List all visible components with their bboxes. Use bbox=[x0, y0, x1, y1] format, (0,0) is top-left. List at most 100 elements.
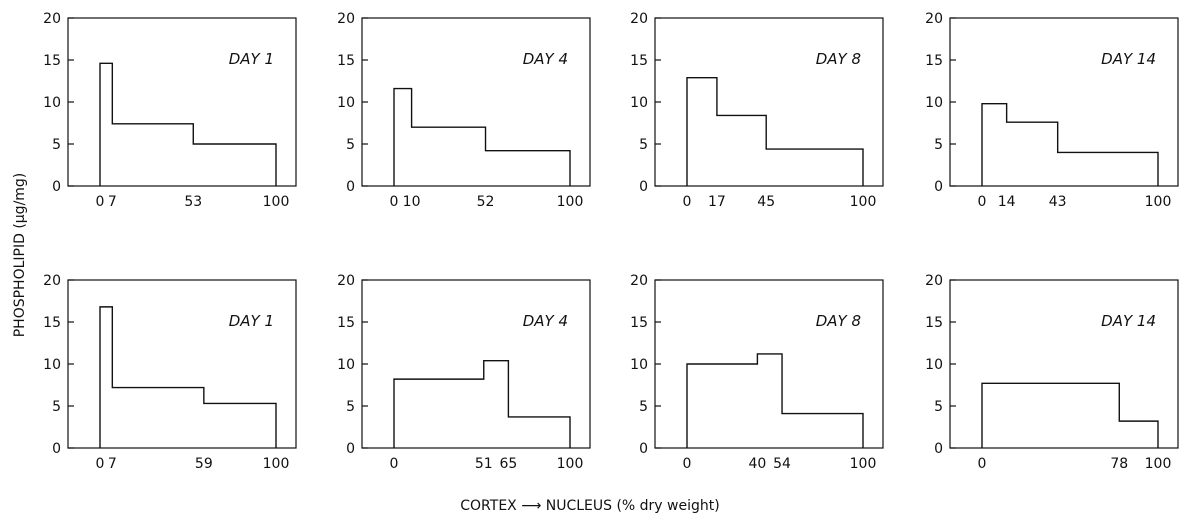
x-axis-title: CORTEX ⟶ NUCLEUS (% dry weight) bbox=[460, 498, 719, 514]
y-tick-label: 10 bbox=[925, 95, 943, 111]
bar-segment-1 bbox=[687, 78, 717, 186]
x-tick-label: 59 bbox=[195, 456, 213, 472]
bar-segment-1 bbox=[394, 379, 484, 448]
bar-segment-2 bbox=[717, 115, 766, 186]
x-tick-label: 100 bbox=[850, 194, 877, 210]
x-tick-label: 0 bbox=[683, 194, 692, 210]
panel-top-3: 0 5 10 15 20 0 17 45 100 DAY 8 bbox=[630, 11, 884, 210]
panel-title: DAY 14 bbox=[1101, 312, 1156, 330]
x-tick-label: 40 bbox=[748, 456, 766, 472]
bar-segment-2 bbox=[112, 124, 193, 186]
panel-frame bbox=[361, 17, 591, 187]
bar-segment-2 bbox=[1007, 122, 1058, 186]
bar-segment-3 bbox=[1058, 152, 1158, 186]
panel-title: DAY 8 bbox=[816, 50, 861, 68]
y-tick-label: 10 bbox=[630, 95, 648, 111]
y-tick-label: 0 bbox=[639, 179, 648, 195]
x-tick-label: 53 bbox=[184, 194, 202, 210]
bar-segment-1 bbox=[100, 63, 112, 186]
y-tick-label: 15 bbox=[630, 315, 648, 331]
x-tick-label: 100 bbox=[263, 456, 290, 472]
bar-segment-3 bbox=[766, 149, 863, 186]
y-tick-label: 5 bbox=[346, 399, 355, 415]
y-tick-label: 20 bbox=[630, 273, 648, 289]
y-tick-label: 5 bbox=[934, 137, 943, 153]
x-tick-label: 45 bbox=[757, 194, 775, 210]
panel-bottom-4: 0 5 10 15 20 0 78 100 DAY 14 bbox=[925, 273, 1179, 472]
panel-title: DAY 4 bbox=[523, 312, 568, 330]
x-tick-label: 100 bbox=[557, 194, 584, 210]
bar-segment-1 bbox=[982, 104, 1007, 186]
y-tick-label: 0 bbox=[52, 441, 61, 457]
x-tick-label: 100 bbox=[1145, 194, 1172, 210]
bar-segment-1 bbox=[982, 383, 1119, 448]
y-tick-label: 0 bbox=[639, 441, 648, 457]
x-tick-label: 17 bbox=[708, 194, 726, 210]
x-tick-label: 0 bbox=[978, 194, 987, 210]
y-tick-label: 20 bbox=[630, 11, 648, 27]
x-tick-label: 65 bbox=[499, 456, 517, 472]
y-tick-label: 0 bbox=[52, 179, 61, 195]
bar-segment-3 bbox=[193, 144, 276, 186]
x-tick-label: 0 bbox=[390, 456, 399, 472]
bar-segment-1 bbox=[687, 364, 757, 448]
panel-frame bbox=[67, 17, 297, 187]
y-tick-label: 15 bbox=[630, 53, 648, 69]
x-tick-label: 100 bbox=[557, 456, 584, 472]
bar-segment-3 bbox=[508, 417, 570, 448]
step-histogram-line bbox=[393, 87, 571, 186]
y-tick-label: 15 bbox=[337, 53, 355, 69]
y-tick-label: 20 bbox=[337, 11, 355, 27]
y-tick-label: 10 bbox=[43, 357, 61, 373]
step-histogram-line bbox=[393, 359, 571, 448]
panel-title: DAY 1 bbox=[229, 312, 274, 330]
panel-bottom-2: 0 5 10 15 20 0 51 65 100 DAY 4 bbox=[337, 273, 591, 472]
panel-bottom-3: 0 5 10 15 20 0 40 54 100 DAY 8 bbox=[630, 273, 884, 472]
panel-frame bbox=[949, 17, 1179, 187]
x-tick-label: 43 bbox=[1049, 194, 1067, 210]
y-tick-label: 5 bbox=[639, 399, 648, 415]
x-tick-label: 0 bbox=[96, 456, 105, 472]
panel-top-4: 0 5 10 15 20 0 14 43 100 DAY 14 bbox=[925, 11, 1179, 210]
step-histogram-line bbox=[99, 62, 277, 186]
y-tick-label: 15 bbox=[43, 53, 61, 69]
panel-frame bbox=[654, 17, 884, 187]
step-histogram-line bbox=[99, 306, 277, 448]
x-tick-label: 100 bbox=[263, 194, 290, 210]
x-tick-label: 0 bbox=[390, 194, 399, 210]
x-tick-label: 14 bbox=[998, 194, 1016, 210]
x-tick-label: 0 bbox=[96, 194, 105, 210]
panel-title: DAY 4 bbox=[523, 50, 568, 68]
y-tick-label: 20 bbox=[925, 11, 943, 27]
x-tick-label: 100 bbox=[1145, 456, 1172, 472]
panel-frame bbox=[361, 279, 591, 449]
x-tick-label: 0 bbox=[683, 456, 692, 472]
bar-segment-2 bbox=[1119, 421, 1158, 448]
panel-title: DAY 8 bbox=[816, 312, 861, 330]
y-tick-label: 10 bbox=[43, 95, 61, 111]
step-histogram-line bbox=[686, 76, 864, 186]
y-tick-label: 0 bbox=[934, 441, 943, 457]
bar-segment-3 bbox=[782, 414, 863, 448]
y-tick-label: 15 bbox=[337, 315, 355, 331]
y-tick-label: 20 bbox=[337, 273, 355, 289]
y-tick-label: 0 bbox=[934, 179, 943, 195]
x-tick-label: 51 bbox=[475, 456, 493, 472]
x-tick-label: 78 bbox=[1110, 456, 1128, 472]
y-tick-label: 20 bbox=[43, 273, 61, 289]
y-tick-label: 5 bbox=[639, 137, 648, 153]
bar-segment-2 bbox=[412, 127, 486, 186]
y-tick-label: 5 bbox=[934, 399, 943, 415]
x-tick-label: 0 bbox=[978, 456, 987, 472]
y-tick-label: 0 bbox=[346, 179, 355, 195]
y-tick-label: 20 bbox=[925, 273, 943, 289]
bar-segment-2 bbox=[484, 361, 509, 448]
bar-segment-3 bbox=[486, 151, 570, 186]
y-tick-label: 5 bbox=[52, 399, 61, 415]
step-histogram-line bbox=[686, 353, 864, 448]
x-tick-label: 10 bbox=[403, 194, 421, 210]
y-tick-label: 15 bbox=[925, 315, 943, 331]
